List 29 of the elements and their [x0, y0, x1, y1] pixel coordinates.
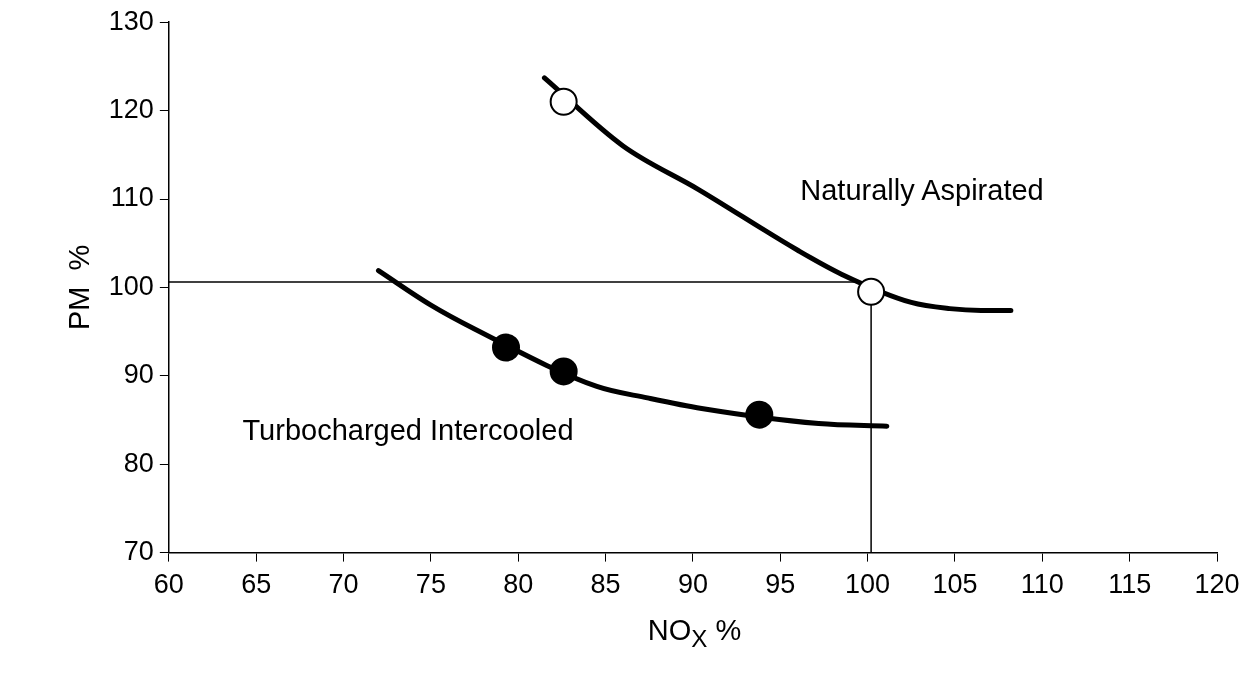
x-tick-label: 70 — [328, 569, 359, 600]
x-tick-label: 90 — [677, 569, 708, 600]
x-tick-label: 75 — [415, 569, 446, 600]
annotation: Naturally Aspirated — [800, 174, 1044, 206]
point — [745, 400, 774, 429]
y-tick-label: 130 — [108, 5, 154, 36]
x-tick-label: 115 — [1108, 569, 1152, 600]
x-tick-label: 80 — [503, 569, 534, 600]
y-tick-label: 70 — [123, 536, 154, 567]
x-tick-label: 60 — [153, 569, 184, 600]
x-tick-label: 65 — [241, 569, 272, 600]
point — [492, 333, 520, 362]
y-tick-label: 120 — [108, 94, 154, 125]
y-tick-label: 110 — [110, 182, 154, 213]
y-tick-label: 90 — [123, 359, 154, 390]
point — [857, 277, 886, 306]
x-tick-label: 120 — [1194, 569, 1240, 600]
x-tick-label: 105 — [932, 569, 978, 600]
y-tick-label: 100 — [108, 270, 154, 301]
y-tick-label: 80 — [123, 447, 154, 478]
x-tick-label: 95 — [765, 569, 796, 600]
annotation: Turbocharged Intercooled — [242, 414, 574, 446]
x-tick-label: 110 — [1020, 569, 1064, 600]
x-axis-title: NO$_{X}$ % — [646, 614, 743, 653]
point — [549, 357, 578, 386]
x-tick-label: 100 — [845, 569, 891, 600]
point — [549, 87, 578, 116]
y-axis-title: PM % — [63, 244, 96, 331]
x-tick-label: 85 — [590, 569, 621, 600]
